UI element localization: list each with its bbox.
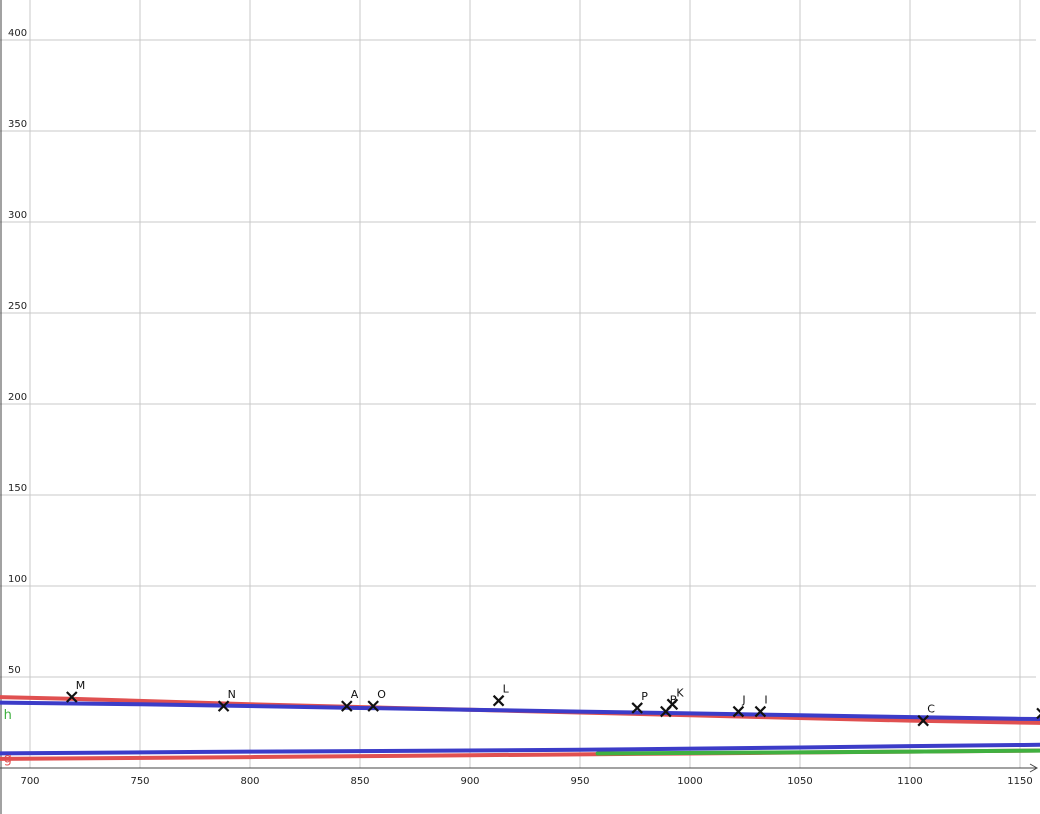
- point-C: C: [917, 703, 935, 727]
- x-tick-label: 750: [130, 776, 149, 787]
- point-Q: Q: [1036, 707, 1040, 720]
- point-N: N: [217, 688, 236, 712]
- point-O: O: [367, 688, 386, 712]
- curve-label-g: g: [4, 752, 12, 767]
- point-A: A: [341, 688, 359, 712]
- curve-label-h: h: [4, 708, 12, 723]
- point-M: M: [66, 679, 86, 703]
- curve-f: [0, 700, 1040, 756]
- point-label: O: [377, 688, 386, 701]
- point-J: J: [732, 694, 746, 718]
- point-B: B: [660, 694, 678, 718]
- curve-h: [595, 748, 1040, 756]
- point-label: P: [641, 690, 648, 703]
- point-label: A: [351, 688, 359, 701]
- x-tick-label: 1100: [897, 776, 922, 787]
- x-tick-label: 950: [570, 776, 589, 787]
- point-I: I: [754, 694, 768, 718]
- point-label: L: [503, 683, 510, 696]
- x-tick-label: 850: [350, 776, 369, 787]
- point-label: K: [676, 686, 684, 699]
- y-tick-label: 300: [8, 210, 27, 221]
- x-tick-label: 700: [20, 776, 39, 787]
- point-label: N: [228, 688, 236, 701]
- point-label: I: [764, 694, 767, 707]
- y-tick-label: 50: [8, 665, 21, 676]
- y-tick-label: 200: [8, 392, 27, 403]
- y-tick-label: 100: [8, 574, 27, 585]
- x-tick-label: 1000: [677, 776, 702, 787]
- point-P: P: [631, 690, 648, 714]
- x-tick-label: 1050: [787, 776, 812, 787]
- y-tick-label: 150: [8, 483, 27, 494]
- x-tick-label: 900: [460, 776, 479, 787]
- tick-labels: 7007508008509009501000105011001150120012…: [4, 28, 1033, 787]
- curves: [0, 695, 1040, 761]
- x-axis-arrow: [1029, 763, 1039, 773]
- point-L: L: [492, 683, 510, 707]
- point-label: B: [670, 694, 678, 707]
- y-tick-label: 350: [8, 119, 27, 130]
- y-tick-label: 250: [8, 301, 27, 312]
- point-label: J: [741, 694, 745, 707]
- x-tick-label: 1150: [1007, 776, 1032, 787]
- points: MNAOLPKBJICQDHRGZEFSTVUW: [66, 679, 1040, 727]
- point-label: M: [76, 679, 86, 692]
- x-tick-label: 800: [240, 776, 259, 787]
- y-tick-label: 400: [8, 28, 27, 39]
- point-label: C: [927, 703, 935, 716]
